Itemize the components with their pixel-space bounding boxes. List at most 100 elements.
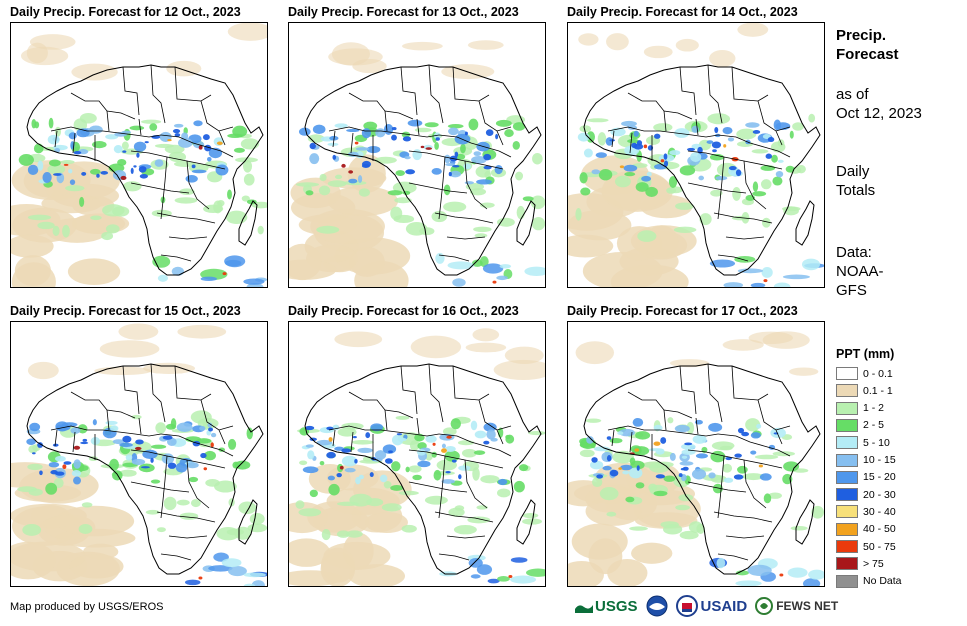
precip-cell xyxy=(204,450,216,461)
africa-coastline xyxy=(26,64,264,276)
precip-cell xyxy=(675,38,699,52)
legend-swatch xyxy=(836,505,858,519)
country-border xyxy=(72,132,76,154)
country-border xyxy=(200,399,234,431)
precip-cell xyxy=(328,437,333,442)
precip-cell xyxy=(723,477,734,483)
precip-cell xyxy=(473,226,492,233)
precip-cell xyxy=(246,427,254,440)
usaid-seal-icon xyxy=(675,595,698,617)
precip-cell xyxy=(606,511,617,517)
precip-cell xyxy=(101,231,114,241)
precip-cell xyxy=(741,431,750,437)
country-border xyxy=(679,66,697,116)
precip-cell xyxy=(424,122,439,128)
precip-cell xyxy=(358,474,364,480)
precip-cell xyxy=(614,175,631,188)
precip-cell xyxy=(723,144,727,148)
precip-cell xyxy=(374,156,397,164)
legend-item: 10 - 15 xyxy=(836,452,896,469)
country-border xyxy=(757,100,791,132)
legend-swatch xyxy=(836,418,858,432)
precip-cell xyxy=(424,495,448,505)
panel-title-6: Daily Precip. Forecast for 17 Oct., 2023 xyxy=(567,304,798,318)
precip-cell xyxy=(653,490,668,497)
precip-cell xyxy=(63,461,72,465)
legend-swatch xyxy=(836,557,858,571)
precip-cell xyxy=(728,166,737,171)
legend-swatch xyxy=(836,367,858,380)
precip-cell xyxy=(710,450,726,463)
precip-cell xyxy=(121,141,129,150)
precip-cell xyxy=(763,493,772,504)
precip-cell xyxy=(675,504,690,511)
precip-cell xyxy=(711,141,722,149)
precip-cell xyxy=(453,524,477,535)
logo-bar: USGS USAID FEWS NET xyxy=(575,595,838,617)
precip-cell xyxy=(227,438,237,450)
legend-label: 30 - 40 xyxy=(863,505,896,518)
precip-cell xyxy=(395,415,410,420)
precip-cell xyxy=(494,164,503,175)
country-border xyxy=(446,236,486,240)
precip-cell xyxy=(690,152,702,162)
country-border xyxy=(50,425,162,437)
precip-cell xyxy=(73,151,82,155)
precip-cell xyxy=(653,123,673,132)
legend-swatch xyxy=(836,453,858,467)
precip-cell xyxy=(709,259,736,268)
precip-cell xyxy=(133,141,147,152)
precip-cell xyxy=(357,175,363,183)
precip-cell xyxy=(143,362,196,374)
precip-cell xyxy=(473,151,482,157)
precip-cell xyxy=(643,45,673,59)
precip-cell xyxy=(622,470,630,475)
country-border xyxy=(464,459,488,509)
legend-item: 5 - 10 xyxy=(836,434,890,451)
precip-cell xyxy=(754,454,779,460)
country-border xyxy=(174,66,212,102)
precip-cell xyxy=(113,144,123,154)
legend-swatch xyxy=(836,436,858,450)
precip-cell xyxy=(582,251,663,287)
data-source: NOAA-GFS xyxy=(836,263,884,299)
precip-cell xyxy=(110,425,119,432)
precip-cell xyxy=(172,129,181,134)
country-border xyxy=(713,212,773,224)
precip-cell xyxy=(289,538,331,567)
country-border xyxy=(384,409,388,431)
precip-cell xyxy=(575,341,615,365)
precip-cell xyxy=(471,155,487,164)
precip-cell xyxy=(155,422,167,434)
africa-coastline xyxy=(304,363,542,575)
precip-cell xyxy=(758,464,763,468)
precip-cell xyxy=(142,449,158,460)
precip-cell xyxy=(328,483,340,496)
precip-cell xyxy=(130,167,134,174)
precip-cell xyxy=(80,441,89,445)
precip-cell xyxy=(341,163,346,168)
precip-cell xyxy=(309,153,320,165)
precip-cell xyxy=(99,340,160,358)
precip-cell xyxy=(759,473,772,481)
precip-cell xyxy=(29,422,41,432)
precip-cell xyxy=(161,453,175,465)
precip-cell xyxy=(384,458,393,464)
madagascar-coastline xyxy=(516,499,536,545)
precip-cell xyxy=(575,207,582,221)
precip-cell xyxy=(474,430,487,439)
precip-cell xyxy=(609,139,615,142)
precip-cell xyxy=(334,123,348,128)
precip-cell xyxy=(391,134,397,141)
precip-cell xyxy=(398,490,419,496)
precip-cell xyxy=(605,137,614,146)
precip-cell xyxy=(732,186,741,201)
precip-cell xyxy=(734,255,756,263)
country-border xyxy=(695,417,699,435)
precip-cell xyxy=(246,199,257,205)
precip-cell xyxy=(447,123,464,129)
precip-cell xyxy=(26,438,36,445)
precip-cell xyxy=(73,459,81,469)
precip-cell xyxy=(210,442,214,448)
country-border xyxy=(130,449,226,469)
